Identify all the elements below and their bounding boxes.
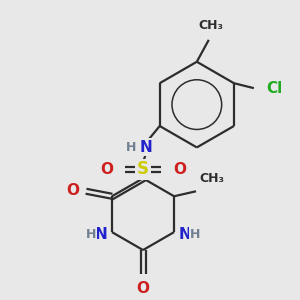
Text: O: O: [136, 281, 149, 296]
Text: H: H: [190, 228, 200, 241]
Text: O: O: [173, 162, 186, 177]
Text: O: O: [100, 162, 113, 177]
Text: O: O: [66, 183, 79, 198]
Text: CH₃: CH₃: [199, 172, 224, 185]
Text: N: N: [140, 140, 152, 155]
Text: H: H: [86, 228, 96, 241]
Text: N: N: [94, 226, 107, 242]
Text: H: H: [126, 141, 136, 154]
Text: Cl: Cl: [266, 81, 282, 96]
Text: CH₃: CH₃: [198, 19, 223, 32]
Text: N: N: [179, 226, 192, 242]
Text: S: S: [137, 160, 149, 178]
